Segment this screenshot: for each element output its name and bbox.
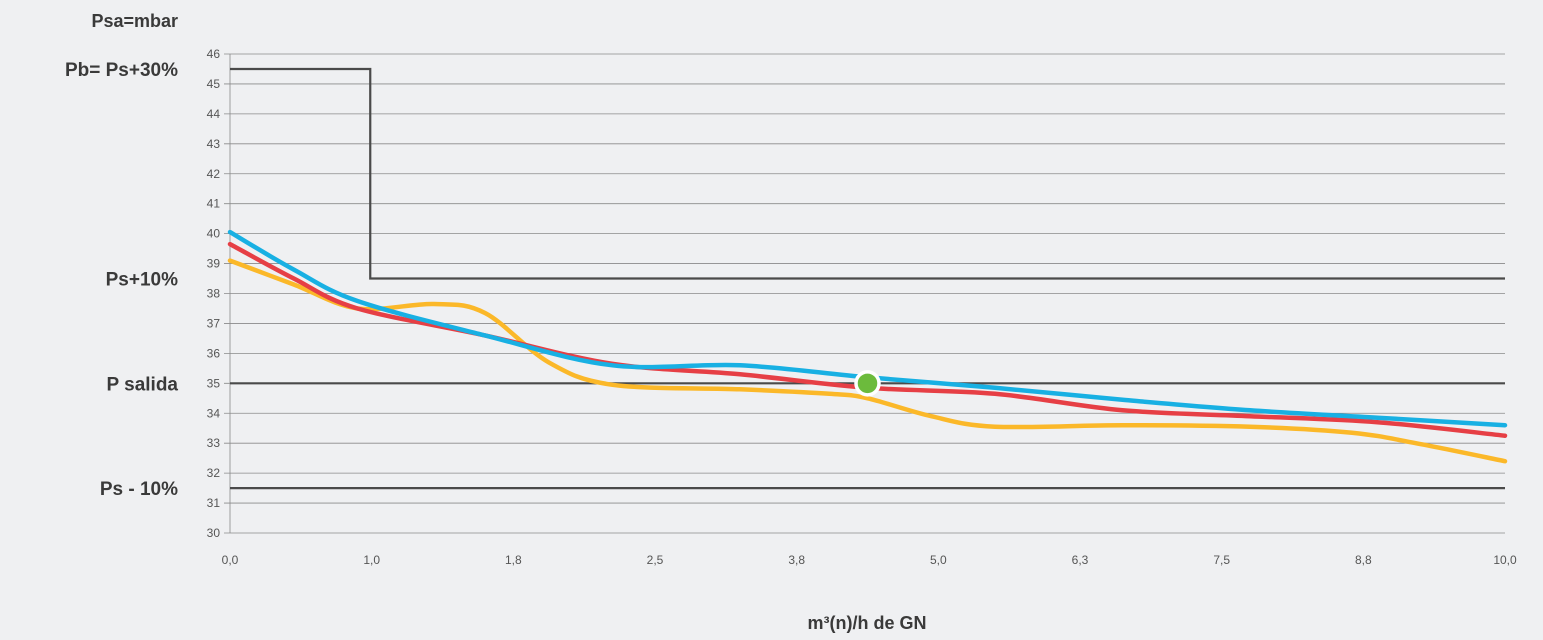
x-tick-label: 1,0 bbox=[363, 553, 380, 567]
y-tick-label: 39 bbox=[207, 257, 221, 271]
y-tick-label: 34 bbox=[207, 406, 221, 420]
lockout-pressure-line bbox=[230, 67, 1505, 280]
y-tick-label: 31 bbox=[207, 496, 221, 510]
x-tick-label: 10,0 bbox=[1493, 553, 1517, 567]
operating-point-marker bbox=[854, 370, 881, 397]
y-tick-label: 37 bbox=[207, 316, 221, 330]
x-tick-label: 0,0 bbox=[222, 553, 239, 567]
x-tick-label: 8,8 bbox=[1355, 553, 1372, 567]
x-tick-label: 6,3 bbox=[1072, 553, 1089, 567]
reference-lines bbox=[230, 67, 1505, 490]
reference-label: Ps - 10% bbox=[100, 479, 178, 500]
y-tick-label: 43 bbox=[207, 137, 221, 151]
x-tick-label: 7,5 bbox=[1213, 553, 1230, 567]
y-tick-label: 46 bbox=[207, 47, 221, 61]
x-tick-label: 1,8 bbox=[505, 553, 522, 567]
y-axis-title: Psa=mbar bbox=[91, 11, 178, 31]
series-lines bbox=[227, 229, 1508, 464]
x-tick-label: 2,5 bbox=[647, 553, 664, 567]
y-tick-label: 33 bbox=[207, 436, 221, 450]
y-tick-label: 36 bbox=[207, 346, 221, 360]
x-axis-title: m³(n)/h de GN bbox=[808, 613, 927, 633]
y-tick-label: 32 bbox=[207, 466, 221, 480]
y-tick-label: 35 bbox=[207, 376, 221, 390]
y-tick-label: 30 bbox=[207, 526, 221, 540]
series-line-3 bbox=[227, 229, 1508, 428]
y-tick-label: 42 bbox=[207, 167, 221, 181]
marker-layer bbox=[854, 370, 881, 397]
y-tick-label: 44 bbox=[207, 107, 221, 121]
x-tick-label: 3,8 bbox=[788, 553, 805, 567]
series-line-2 bbox=[227, 241, 1508, 438]
y-tick-label: 40 bbox=[207, 227, 221, 241]
y-tick-labels: 30 31 32 33 34 35 36 37 38 39 40 41 42 43 44 45 46 bbox=[207, 47, 221, 540]
series-line-1 bbox=[227, 258, 1508, 464]
reference-label: P salida bbox=[107, 374, 179, 395]
x-tick-labels: 0,0 1,0 1,8 2,5 3,8 5,0 6,3 7,5 8,8 10,0 bbox=[222, 553, 1517, 567]
x-tick-label: 5,0 bbox=[930, 553, 947, 567]
reference-labels: Pb= Ps+30% Ps+10% P salida Ps - 10% bbox=[65, 60, 178, 500]
reference-label: Ps+10% bbox=[106, 270, 178, 291]
reference-label: Pb= Ps+30% bbox=[65, 60, 178, 81]
y-tick-label: 38 bbox=[207, 287, 221, 301]
grid bbox=[224, 53, 1505, 534]
y-tick-label: 41 bbox=[207, 197, 221, 211]
y-tick-label: 45 bbox=[207, 77, 221, 91]
